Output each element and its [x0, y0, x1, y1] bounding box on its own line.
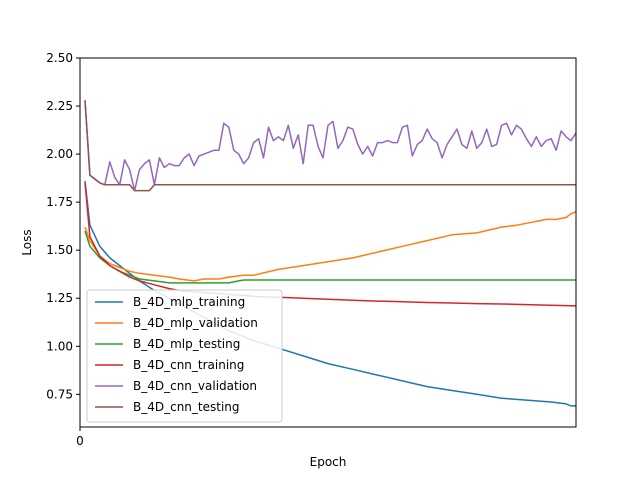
legend-label: B_4D_mlp_training: [133, 295, 245, 309]
legend-label: B_4D_cnn_validation: [133, 379, 257, 393]
legend-label: B_4D_mlp_testing: [133, 337, 240, 351]
series-line-B_4D_mlp_validation: [84, 211, 577, 282]
y-tick-label: 1.00: [46, 339, 73, 353]
y-tick-label: 1.50: [46, 243, 73, 257]
plot-frame: [79, 57, 577, 428]
y-tick-label: 1.75: [46, 195, 73, 209]
series-line-B_4D_cnn_validation: [84, 100, 577, 192]
x-axis-label: Epoch: [310, 455, 347, 469]
y-tick-label: 0.75: [46, 387, 73, 401]
ticks-layer: 0.75 1.00 1.25 1.50 1.75 2.00 2.25 2.50 0: [46, 51, 84, 448]
legend-label: B_4D_cnn_testing: [133, 400, 240, 414]
y-tick-label: 2.25: [46, 99, 73, 113]
y-tick-label: 2.00: [46, 147, 73, 161]
series-line-B_4D_cnn_testing: [84, 100, 576, 192]
x-tick-label: 0: [76, 434, 84, 448]
legend-label: B_4D_cnn_training: [133, 358, 244, 372]
y-tick-label: 1.25: [46, 291, 73, 305]
y-tick-label: 2.50: [46, 51, 73, 65]
legend: B_4D_mlp_training B_4D_mlp_validation B_4D…: [86, 289, 283, 423]
legend-box: [86, 289, 283, 423]
y-axis-label: Loss: [20, 229, 34, 255]
legend-label: B_4D_mlp_validation: [133, 316, 258, 330]
